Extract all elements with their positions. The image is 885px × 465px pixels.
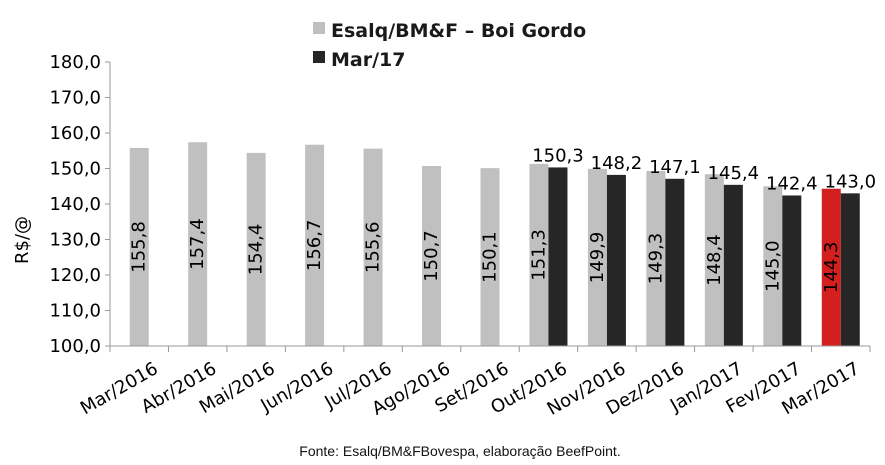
y-tick-label: 100,0 bbox=[49, 336, 101, 357]
y-tick-label: 170,0 bbox=[49, 88, 101, 109]
data-label-mar17: 150,3 bbox=[532, 145, 584, 166]
bar-esalq bbox=[129, 147, 149, 346]
bar-esalq bbox=[188, 142, 208, 346]
source-note: Fonte: Esalq/BM&FBovespa, elaboração Bee… bbox=[299, 443, 620, 459]
bar-mar17 bbox=[548, 167, 568, 346]
data-label-mar17: 142,4 bbox=[766, 173, 818, 194]
bar-mar17 bbox=[606, 174, 626, 346]
data-label-esalq: 150,7 bbox=[421, 230, 442, 282]
data-label-esalq: 154,4 bbox=[246, 224, 267, 276]
y-axis: 100,0 110,0 120,0 130,0 140,0 150,0 160,0 170,0… bbox=[49, 52, 111, 357]
y-tick-label: 160,0 bbox=[49, 123, 101, 144]
data-label-esalq: 151,3 bbox=[528, 229, 549, 281]
data-label-esalq: 155,6 bbox=[363, 222, 384, 274]
data-label-esalq: 149,9 bbox=[587, 232, 608, 284]
data-label-mar17: 147,1 bbox=[649, 157, 701, 178]
data-label-esalq: 156,7 bbox=[304, 220, 325, 272]
data-label-esalq: 149,3 bbox=[645, 233, 666, 285]
bar-esalq bbox=[363, 148, 383, 346]
data-label-esalq: 144,3 bbox=[821, 242, 842, 294]
bar-mar17 bbox=[665, 178, 685, 346]
data-label-esalq: 155,8 bbox=[129, 221, 150, 273]
bars: 155,8 157,4 154,4 156,7 155,6 150,7 150,1 151,3… bbox=[129, 142, 876, 346]
bar-esalq bbox=[529, 163, 549, 346]
bar-esalq bbox=[480, 168, 500, 346]
y-tick-label: 120,0 bbox=[49, 265, 101, 286]
data-label-mar17: 145,4 bbox=[708, 163, 760, 184]
y-axis-label: R$/@ bbox=[12, 216, 33, 264]
legend: Esalq/BM&F – Boi Gordo Mar/17 bbox=[313, 20, 586, 71]
bar-esalq bbox=[704, 174, 724, 346]
y-tick-label: 140,0 bbox=[49, 194, 101, 215]
bar-mar17 bbox=[723, 184, 743, 346]
bar-esalq bbox=[246, 152, 266, 346]
bar-mar17 bbox=[782, 195, 802, 346]
data-label-esalq: 148,4 bbox=[704, 234, 725, 286]
data-label-esalq: 150,1 bbox=[480, 231, 501, 283]
y-tick-label: 130,0 bbox=[49, 230, 101, 251]
legend-swatch-esalq bbox=[313, 22, 325, 34]
bar-esalq bbox=[305, 144, 325, 346]
y-tick-label: 180,0 bbox=[49, 52, 101, 73]
data-label-esalq: 145,0 bbox=[762, 240, 783, 292]
legend-label-esalq: Esalq/BM&F – Boi Gordo bbox=[331, 20, 586, 42]
bar-esalq bbox=[821, 188, 841, 346]
bar-esalq bbox=[422, 166, 442, 346]
legend-swatch-mar17 bbox=[313, 51, 325, 63]
data-label-mar17: 143,0 bbox=[825, 171, 877, 192]
y-tick-label: 110,0 bbox=[49, 301, 101, 322]
bar-mar17 bbox=[840, 193, 860, 346]
bar-esalq bbox=[587, 168, 607, 346]
bar-esalq bbox=[763, 186, 783, 346]
x-axis: Mar/2016Abr/2016Mai/2016Jun/2016Jul/2016… bbox=[77, 345, 871, 420]
bar-esalq bbox=[646, 170, 666, 346]
legend-label-mar17: Mar/17 bbox=[331, 49, 405, 71]
y-tick-label: 150,0 bbox=[49, 159, 101, 180]
data-label-esalq: 157,4 bbox=[187, 218, 208, 270]
data-label-mar17: 148,2 bbox=[591, 153, 643, 174]
